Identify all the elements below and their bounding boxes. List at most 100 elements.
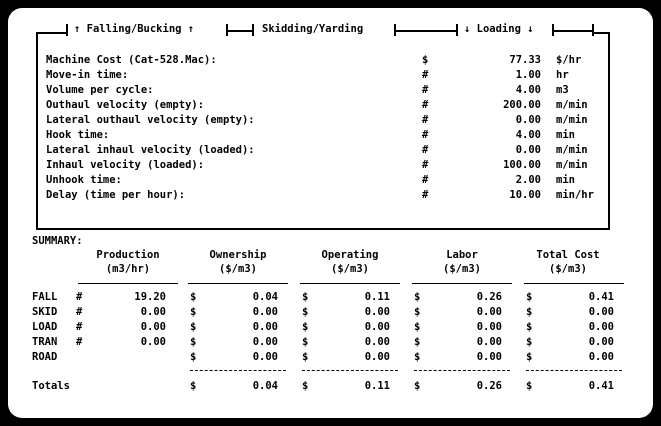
param-label: Lateral outhaul velocity (empty): — [46, 114, 255, 126]
operating-value: 0.00 — [364, 336, 390, 348]
totals-label: Totals — [32, 380, 70, 392]
production-value[interactable]: 0.00 — [140, 336, 166, 348]
header-line: Operating — [321, 249, 379, 261]
param-value[interactable]: 4.00 — [515, 129, 541, 141]
total-value: 0.00 — [588, 336, 614, 348]
operating-value: 0.00 — [364, 306, 390, 318]
param-value[interactable]: 4.00 — [515, 84, 541, 96]
currency-symbol: $ — [414, 321, 421, 333]
currency-symbol: $ — [526, 306, 533, 318]
total-separator — [526, 370, 622, 371]
header-line: ($/m3) — [331, 263, 369, 275]
currency-symbol: $ — [302, 291, 309, 303]
production-value[interactable]: 19.20 — [134, 291, 166, 303]
tab-divider — [226, 30, 252, 32]
tab-divider — [552, 30, 592, 32]
param-symbol: # — [422, 114, 429, 126]
labor-value: 0.00 — [476, 336, 502, 348]
param-value[interactable]: 100.00 — [503, 159, 541, 171]
param-label: Move-in time: — [46, 69, 129, 81]
currency-symbol: $ — [302, 321, 309, 333]
labor-value: 0.00 — [476, 351, 502, 363]
panel-border — [594, 32, 608, 34]
header-line: ($/m3) — [443, 263, 481, 275]
tab-falling-bucking[interactable]: ↑ Falling/Bucking ↑ — [74, 23, 195, 35]
row-label: SKID — [32, 306, 58, 318]
param-symbol: # — [422, 144, 429, 156]
param-label: Volume per cycle: — [46, 84, 154, 96]
param-value[interactable]: 0.00 — [515, 144, 541, 156]
param-unit: m/min — [556, 159, 588, 171]
row-label: FALL — [32, 291, 58, 303]
currency-symbol: $ — [414, 306, 421, 318]
row-mark: # — [76, 336, 83, 348]
production-value[interactable]: 0.00 — [140, 306, 166, 318]
param-symbol: # — [422, 129, 429, 141]
operating-value: 0.00 — [364, 351, 390, 363]
total-separator — [190, 370, 286, 371]
param-value[interactable]: 1.00 — [515, 69, 541, 81]
currency-symbol: $ — [526, 291, 533, 303]
tab-bar: ↑ Falling/Bucking ↑ Skidding/Yarding ↓ L… — [64, 23, 634, 37]
panel-border — [36, 32, 66, 34]
row-mark: # — [76, 321, 83, 333]
param-value[interactable]: 77.33 — [509, 54, 541, 66]
param-symbol: # — [422, 159, 429, 171]
header-underline — [412, 283, 512, 284]
param-label: Delay (time per hour): — [46, 189, 186, 201]
currency-symbol: $ — [526, 336, 533, 348]
row-label: LOAD — [32, 321, 58, 333]
param-value[interactable]: 10.00 — [509, 189, 541, 201]
header-operating: Operating ($/m3) — [300, 248, 400, 276]
labor-value: 0.26 — [476, 291, 502, 303]
header-total-cost: Total Cost ($/m3) — [518, 248, 618, 276]
row-label: ROAD — [32, 351, 58, 363]
param-unit: hr — [556, 69, 569, 81]
parameters-panel — [36, 32, 610, 230]
param-symbol: # — [422, 99, 429, 111]
tab-loading[interactable]: ↓ Loading ↓ — [464, 23, 534, 35]
currency-symbol: $ — [302, 306, 309, 318]
total-separator — [414, 370, 510, 371]
param-unit: min — [556, 129, 575, 141]
total-value: 0.00 — [588, 321, 614, 333]
header-labor: Labor ($/m3) — [412, 248, 512, 276]
currency-symbol: $ — [190, 380, 197, 392]
ownership-value: 0.00 — [252, 321, 278, 333]
operating-total: 0.11 — [364, 380, 390, 392]
param-unit: min/hr — [556, 189, 594, 201]
currency-symbol: $ — [190, 351, 197, 363]
param-value[interactable]: 200.00 — [503, 99, 541, 111]
row-label: TRAN — [32, 336, 58, 348]
header-line: Labor — [446, 249, 478, 261]
row-mark: # — [76, 291, 83, 303]
currency-symbol: $ — [190, 321, 197, 333]
labor-value: 0.00 — [476, 321, 502, 333]
param-unit: $/hr — [556, 54, 582, 66]
header-underline — [300, 283, 400, 284]
tab-divider — [252, 24, 254, 36]
ownership-value: 0.00 — [252, 306, 278, 318]
tab-skidding-yarding[interactable]: Skidding/Yarding — [262, 23, 364, 35]
param-label: Outhaul velocity (empty): — [46, 99, 205, 111]
tab-divider — [394, 30, 456, 32]
param-symbol: # — [422, 189, 429, 201]
header-underline — [78, 283, 178, 284]
ownership-total: 0.04 — [252, 380, 278, 392]
param-value[interactable]: 2.00 — [515, 174, 541, 186]
currency-symbol: $ — [526, 321, 533, 333]
currency-symbol: $ — [526, 351, 533, 363]
labor-value: 0.00 — [476, 306, 502, 318]
header-line: ($/m3) — [219, 263, 257, 275]
header-line: (m3/hr) — [105, 263, 151, 275]
param-value[interactable]: 0.00 — [515, 114, 541, 126]
currency-symbol: $ — [302, 351, 309, 363]
screen: ↑ Falling/Bucking ↑ Skidding/Yarding ↓ L… — [8, 8, 653, 418]
header-underline — [188, 283, 288, 284]
currency-symbol: $ — [190, 336, 197, 348]
param-symbol: $ — [422, 54, 429, 66]
param-symbol: # — [422, 84, 429, 96]
tab-divider — [456, 24, 458, 36]
production-value[interactable]: 0.00 — [140, 321, 166, 333]
param-label: Machine Cost (Cat-528.Mac): — [46, 54, 217, 66]
